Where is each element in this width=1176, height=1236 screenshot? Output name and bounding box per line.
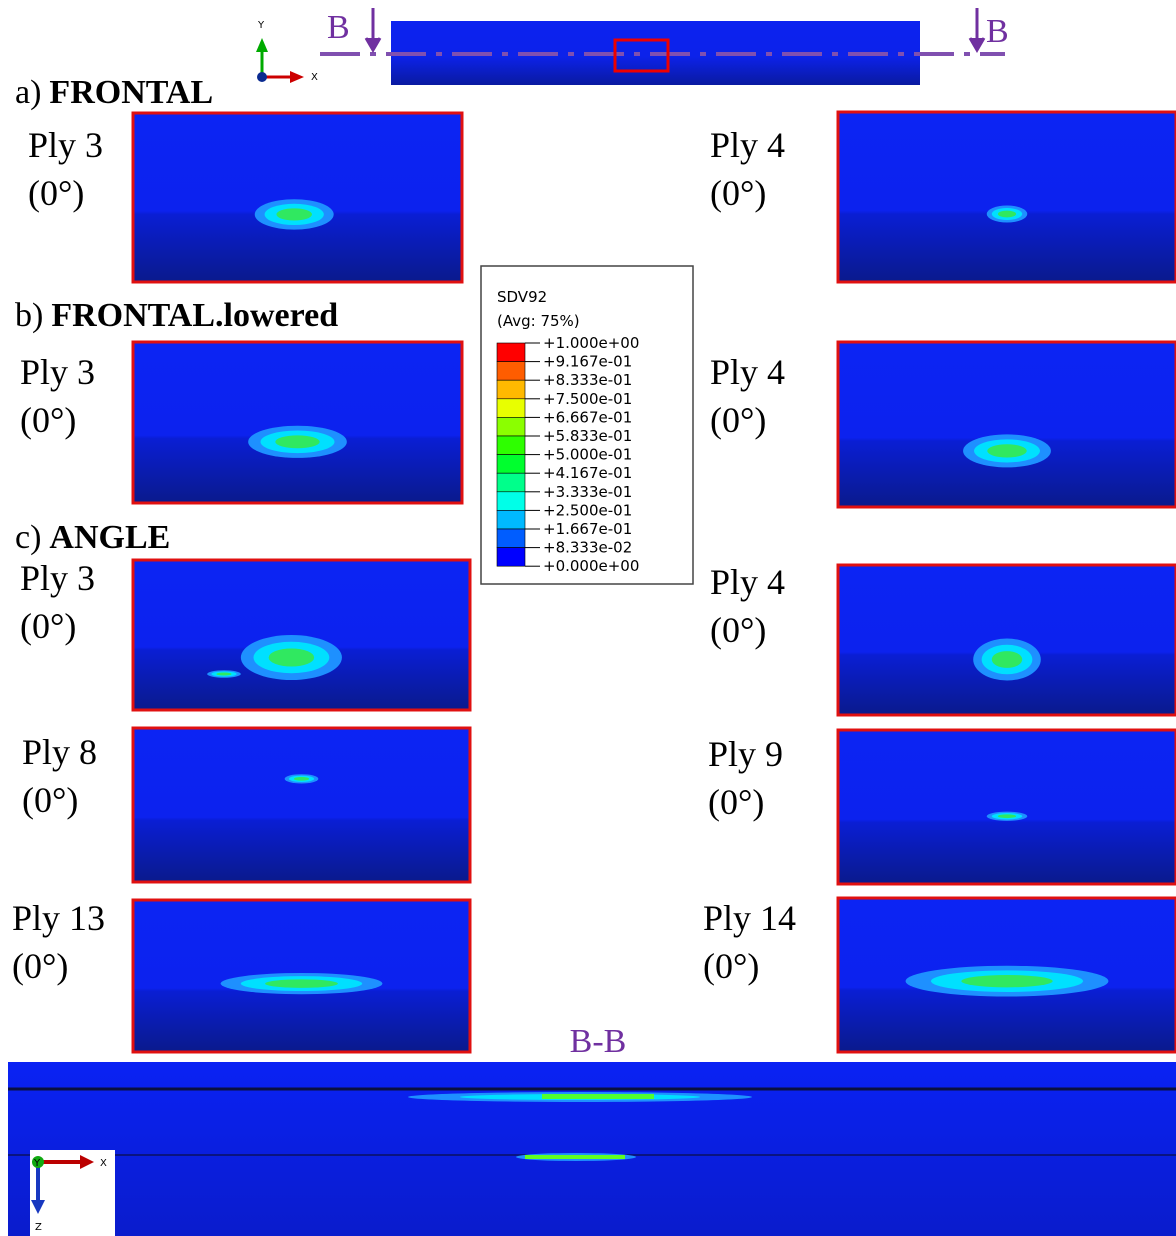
legend-swatch xyxy=(496,417,526,437)
ply-angle: (0°) xyxy=(710,610,766,650)
contour-panel xyxy=(131,111,464,284)
damage xyxy=(991,651,1023,668)
contour-panel xyxy=(131,558,472,712)
section-heading: a) FRONTAL xyxy=(15,74,213,111)
axis xyxy=(31,1200,45,1214)
ply-label: Ply 3 xyxy=(20,352,95,392)
section-name: ANGLE xyxy=(49,519,170,556)
legend-label: +3.333e-01 xyxy=(543,483,632,501)
damage xyxy=(542,1094,654,1099)
legend-swatch xyxy=(496,510,526,530)
legend-label: +8.333e-01 xyxy=(543,371,632,389)
section-name: FRONTAL.lowered xyxy=(51,297,338,334)
legend-label: +1.667e-01 xyxy=(543,520,632,538)
ply-label: Ply 13 xyxy=(12,898,105,938)
arrow xyxy=(968,8,986,53)
axis-box xyxy=(30,1150,115,1236)
damage xyxy=(997,814,1017,819)
legend-swatch xyxy=(496,528,526,548)
ply-angle: (0°) xyxy=(12,946,68,986)
legend-label: +4.167e-01 xyxy=(543,464,632,482)
legend-label: +7.500e-01 xyxy=(543,390,632,408)
damage xyxy=(525,1155,625,1159)
axis-label: Y xyxy=(33,1158,41,1169)
contour-panel xyxy=(836,728,1176,886)
ply-label: Ply 4 xyxy=(710,125,785,165)
section-letter: b) xyxy=(15,297,43,334)
damage xyxy=(265,979,338,988)
axis-label: X xyxy=(311,72,318,83)
legend-swatch xyxy=(496,435,526,455)
contour-panel xyxy=(836,110,1176,284)
section-label: B xyxy=(986,13,1009,50)
damage xyxy=(293,776,310,781)
ply-label: Ply 9 xyxy=(708,734,783,774)
section-label: B xyxy=(327,9,350,46)
damage xyxy=(216,672,232,676)
legend-swatch xyxy=(496,342,526,362)
legend-swatch xyxy=(496,361,526,381)
legend-swatch xyxy=(496,379,526,400)
section-name: FRONTAL xyxy=(49,74,213,111)
legend-label: +1.000e+00 xyxy=(543,334,639,352)
axis-label: Y xyxy=(257,20,265,31)
ply-angle: (0°) xyxy=(20,400,76,440)
contour-panel xyxy=(131,726,472,884)
damage xyxy=(987,444,1027,458)
ply-label: Ply 8 xyxy=(22,732,97,772)
legend-label: +2.500e-01 xyxy=(543,501,632,519)
axis-origin xyxy=(32,1156,44,1168)
legend-label: +0.000e+00 xyxy=(543,557,639,575)
ply-angle: (0°) xyxy=(710,400,766,440)
legend-swatch xyxy=(496,398,526,418)
ply-label: Ply 4 xyxy=(710,352,785,392)
legend-swatch xyxy=(496,472,526,493)
axis xyxy=(290,71,304,83)
contour-panel xyxy=(836,340,1176,509)
axis-label: X xyxy=(100,1158,107,1169)
section-title: B-B xyxy=(570,1023,627,1060)
legend-subtitle: (Avg: 75%) xyxy=(497,312,580,330)
section-letter: c) xyxy=(15,519,41,556)
ply-label: Ply 3 xyxy=(20,558,95,598)
ply-angle: (0°) xyxy=(710,173,766,213)
legend-label: +9.167e-01 xyxy=(543,353,632,371)
legend-title: SDV92 xyxy=(497,288,547,306)
section-heading: b) FRONTAL.lowered xyxy=(15,297,338,334)
legend-label: +8.333e-02 xyxy=(543,539,632,557)
axis-origin xyxy=(257,72,267,82)
damage xyxy=(276,208,312,221)
section-view xyxy=(8,1062,1176,1236)
axis xyxy=(256,38,268,52)
ply-angle: (0°) xyxy=(22,780,78,820)
ply-angle: (0°) xyxy=(20,606,76,646)
ply-label: Ply 3 xyxy=(28,125,103,165)
legend-label: +5.833e-01 xyxy=(543,427,632,445)
zoom-box xyxy=(613,38,670,73)
ply-angle: (0°) xyxy=(703,946,759,986)
ply-angle: (0°) xyxy=(28,173,84,213)
arrow xyxy=(364,8,382,53)
legend-swatch xyxy=(496,547,526,567)
damage xyxy=(997,210,1017,218)
ply-label: Ply 4 xyxy=(710,562,785,602)
contour-panel xyxy=(131,340,464,505)
damage xyxy=(275,435,320,449)
damage xyxy=(961,975,1053,988)
damage xyxy=(268,648,315,667)
legend-label: +5.000e-01 xyxy=(543,446,632,464)
axis-label: Z xyxy=(35,1222,42,1233)
legend-swatch xyxy=(496,491,526,511)
section-letter: a) xyxy=(15,74,41,111)
axis xyxy=(80,1155,94,1169)
legend-label: +6.667e-01 xyxy=(543,408,632,426)
section-heading: c) ANGLE xyxy=(15,519,170,556)
legend-swatch xyxy=(496,454,526,474)
ply-label: Ply 14 xyxy=(703,898,796,938)
ply-angle: (0°) xyxy=(708,782,764,822)
